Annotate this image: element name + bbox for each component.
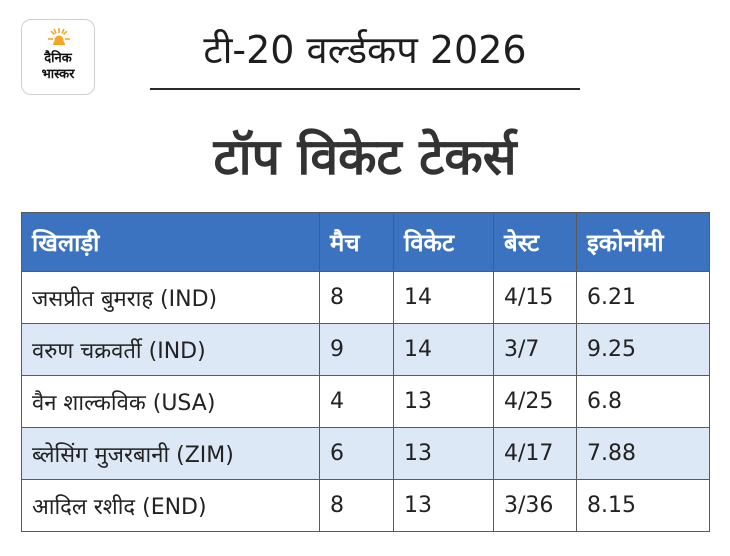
wickets-cell: 13	[393, 427, 494, 480]
table-row: वरुण चक्रवर्ती (IND) 9 14 3/7 9.25	[21, 323, 710, 376]
best-cell: 4/25	[493, 375, 577, 428]
economy-cell: 7.88	[576, 427, 710, 480]
page-subtitle: टॉप विकेट टेकर्स	[213, 128, 517, 186]
table-row: वैन शाल्कविक (USA) 4 13 4/25 6.8	[21, 375, 710, 428]
table-header-row: खिलाड़ी मैच विकेट बेस्ट इकोनॉमी	[21, 212, 710, 272]
table-row: आदिल रशीद (END) 8 13 3/36 8.15	[21, 479, 710, 532]
best-cell: 3/36	[493, 479, 577, 532]
column-header-player: खिलाड़ी	[21, 212, 320, 272]
logo-text-line2: भास्कर	[41, 67, 75, 82]
column-header-matches: मैच	[319, 212, 394, 272]
matches-cell: 6	[319, 427, 394, 480]
player-name: वरुण चक्रवर्ती (IND)	[21, 323, 320, 376]
economy-cell: 9.25	[576, 323, 710, 376]
wickets-cell: 14	[393, 271, 494, 324]
best-cell: 4/15	[493, 271, 577, 324]
matches-cell: 8	[319, 479, 394, 532]
player-name: वैन शाल्कविक (USA)	[21, 375, 320, 428]
dainik-bhaskar-logo: दैनिक भास्कर	[21, 19, 95, 95]
column-header-wickets: विकेट	[393, 212, 494, 272]
logo-text-line1: दैनिक	[44, 51, 72, 66]
economy-cell: 8.15	[576, 479, 710, 532]
table-row: जसप्रीत बुमराह (IND) 8 14 4/15 6.21	[21, 271, 710, 324]
best-cell: 4/17	[493, 427, 577, 480]
column-header-best: बेस्ट	[493, 212, 577, 272]
matches-cell: 8	[319, 271, 394, 324]
column-header-economy: इकोनॉमी	[576, 212, 710, 272]
wickets-cell: 14	[393, 323, 494, 376]
sun-icon	[48, 28, 70, 45]
table-row: ब्लेसिंग मुजरबानी (ZIM) 6 13 4/17 7.88	[21, 427, 710, 480]
economy-cell: 6.8	[576, 375, 710, 428]
matches-cell: 9	[319, 323, 394, 376]
player-name: जसप्रीत बुमराह (IND)	[21, 271, 320, 324]
title-divider	[150, 88, 580, 90]
economy-cell: 6.21	[576, 271, 710, 324]
matches-cell: 4	[319, 375, 394, 428]
page-title: टी-20 वर्ल्डकप 2026	[203, 28, 527, 72]
player-name: आदिल रशीद (END)	[21, 479, 320, 532]
wickets-cell: 13	[393, 375, 494, 428]
best-cell: 3/7	[493, 323, 577, 376]
top-wicket-takers-table: खिलाड़ी मैच विकेट बेस्ट इकोनॉमी जसप्रीत …	[21, 212, 710, 532]
wickets-cell: 13	[393, 479, 494, 532]
player-name: ब्लेसिंग मुजरबानी (ZIM)	[21, 427, 320, 480]
